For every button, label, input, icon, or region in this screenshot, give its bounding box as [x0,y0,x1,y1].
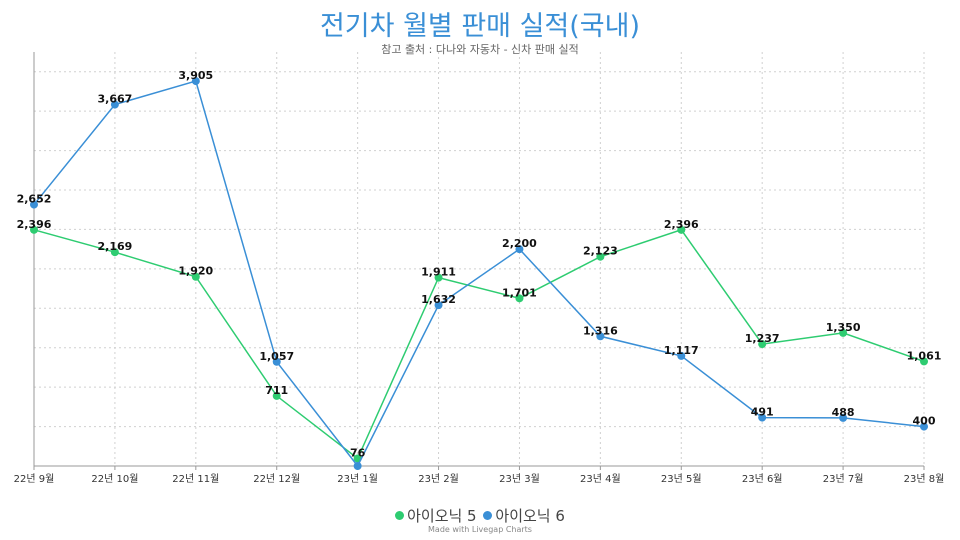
data-point [110,248,119,257]
x-tick-label: 23년 6월 [742,473,783,485]
data-label: 1,117 [664,344,699,357]
x-tick-label: 23년 1월 [337,473,378,485]
data-point [596,332,605,341]
data-label: 3,667 [98,93,133,106]
x-tick-label: 22년 11월 [172,473,219,485]
x-tick-label: 23년 2월 [418,473,459,485]
data-point [515,245,524,254]
data-label: 2,200 [502,237,537,250]
x-tick-label: 22년 12월 [253,473,300,485]
data-label: 76 [350,447,366,460]
data-point [434,301,443,310]
legend-item-ioniq5[interactable]: 아이오닉 5 [395,505,477,526]
data-label: 400 [913,415,936,428]
x-tick-label: 22년 9월 [14,473,55,485]
data-point [758,413,767,422]
data-point [110,100,119,109]
data-label: 491 [751,406,774,419]
data-point [758,340,767,349]
data-label: 1,350 [826,321,861,334]
x-tick-label: 23년 4월 [580,473,621,485]
chart-subtitle: 참고 출처 : 다나와 자동차 - 신차 판매 실적 [381,43,579,56]
data-label: 1,057 [259,350,294,363]
data-label: 2,123 [583,245,618,258]
x-tick-label: 23년 7월 [823,473,864,485]
data-point [272,357,281,366]
x-tick-label: 22년 10월 [91,473,138,485]
data-point [839,413,848,422]
data-label: 1,701 [502,286,537,299]
data-label: 2,396 [664,218,699,231]
legend: 아이오닉 5 아이오닉 6 [0,505,960,526]
data-point [434,273,443,282]
data-label: 711 [265,384,288,397]
legend-label-ioniq6: 아이오닉 6 [495,507,565,525]
data-point [353,462,362,470]
chart-title: 전기차 월별 판매 실적(국내) [319,11,641,42]
data-point [920,422,928,431]
data-label: 1,632 [421,293,456,306]
data-label: 3,905 [178,69,213,82]
x-tick-label: 23년 3월 [499,473,540,485]
data-point [596,252,605,261]
data-point [191,272,200,281]
data-point [191,77,200,86]
series-line-2 [33,80,925,468]
data-point [272,391,281,400]
x-tick-label: 23년 5월 [661,473,702,485]
data-point [515,294,524,303]
legend-item-ioniq6[interactable]: 아이오닉 6 [483,505,565,526]
data-point [920,357,928,366]
legend-label-ioniq5: 아이오닉 5 [407,507,477,525]
data-label: 2,652 [17,193,52,206]
data-point [30,225,38,234]
data-point [30,200,38,209]
data-label: 488 [832,406,855,419]
data-label: 2,396 [17,218,52,231]
legend-marker-ioniq5 [395,511,405,520]
data-label: 1,237 [745,332,780,345]
chart-credit: Made with Livegap Charts [428,525,532,534]
x-tick-label: 23년 8월 [904,473,945,485]
data-label: 1,911 [421,266,456,279]
series-line-1 [33,228,925,460]
legend-marker-ioniq6 [483,511,493,520]
data-point [677,351,686,360]
data-point [677,225,686,234]
data-label: 1,316 [583,324,618,337]
data-label: 2,169 [98,240,133,253]
data-label: 1,061 [907,349,942,362]
data-point [839,328,848,337]
line-chart: 22년 9월 22년 10월 22년 11월 22년 12월 23년 1월 23년 2월 2… [14,52,945,485]
data-label: 1,920 [178,265,213,278]
